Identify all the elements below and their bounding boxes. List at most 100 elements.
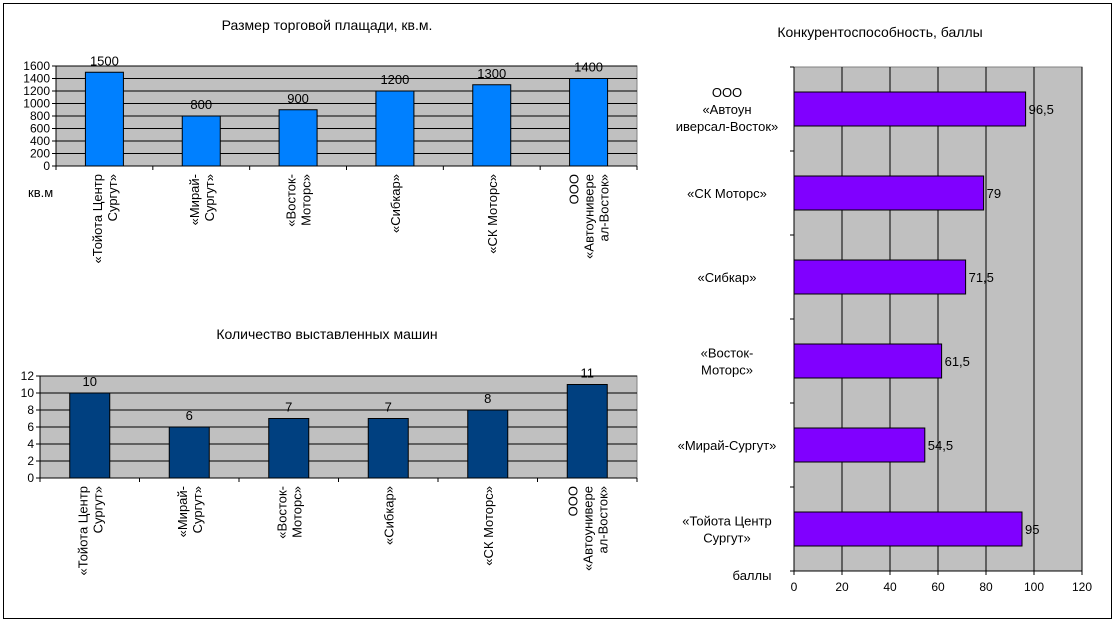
- chart2-category-label-line: ал-Восток»: [595, 486, 610, 554]
- chart2-title: Количество выставленных машин: [216, 326, 437, 342]
- chart1-category-label-line: ал-Восток»: [597, 174, 612, 242]
- chart2-data-label: 7: [285, 400, 292, 415]
- chart1-bar: [472, 84, 512, 167]
- chart2-category-label: «СК Моторс»: [481, 486, 496, 566]
- chart3-title: Конкурентоспособность, баллы: [777, 24, 982, 40]
- chart3-category-label: «СК Моторс»: [687, 186, 767, 201]
- chart2-category-label-line: «СК Моторс»: [481, 486, 496, 566]
- chart2-category-label-line: «Восток-: [274, 486, 289, 539]
- chart1-category-label-line: «Сибкар»: [388, 174, 403, 233]
- chart3-category-label-line: «Тойота Центр: [682, 514, 771, 529]
- chart3-data-label: 71,5: [969, 270, 994, 285]
- chart1-data-label: 1500: [90, 53, 119, 68]
- chart1-category-label: «Мирай-Сургут»: [187, 174, 217, 225]
- chart2-category-label-line: «Тойота Центр: [75, 486, 90, 575]
- chart3-category-label-line: иверсал-Восток»: [676, 119, 778, 134]
- chart2-category-label-line: ООО: [565, 486, 580, 516]
- chart3-category-label: ООО «Автоун иверсал-Восток»: [676, 85, 778, 134]
- chart1-y-tick-label: 1000: [23, 97, 50, 111]
- chart2-data-label: 6: [186, 408, 193, 423]
- chart1-category-label-line: Моторс»: [299, 174, 314, 226]
- chart1-bar: [569, 78, 609, 167]
- chart2-data-label: 11: [581, 366, 595, 381]
- chart1-category-label-line: «Тойота Центр: [90, 174, 105, 263]
- chart3-category-label-line: «Автоун: [702, 102, 751, 117]
- chart2-bar: [69, 392, 111, 479]
- chart3-category-label-line: «Мирай-Сургут»: [678, 438, 777, 453]
- chart2-category-label-line: Сургут»: [90, 486, 105, 533]
- chart3-x-tick-label: 20: [835, 580, 849, 594]
- chart2-data-label: 7: [385, 400, 392, 415]
- chart1-y-tick-label: 1400: [23, 72, 50, 86]
- chart2-category-label-line: Сургут»: [190, 486, 205, 533]
- chart1-category-label-line: ООО: [567, 174, 582, 204]
- chart2-category-label-line: Моторс»: [289, 486, 304, 538]
- chart1-y-tick-label: 200: [30, 147, 50, 161]
- chart1-y-tick-label: 1600: [23, 59, 50, 73]
- figure-border: [3, 3, 1112, 619]
- chart1-data-label: 1300: [477, 66, 506, 81]
- chart2-bar: [367, 418, 409, 479]
- chart2-y-tick-label: 12: [21, 369, 35, 383]
- chart3-bar: [793, 343, 943, 379]
- chart3-bar: [793, 91, 1027, 127]
- chart3-bar: [793, 259, 967, 295]
- chart3-bar: [793, 427, 926, 463]
- chart3-category-label-line: ООО: [712, 85, 742, 100]
- chart1-bar: [181, 115, 221, 167]
- chart2-data-label: 8: [484, 391, 491, 406]
- chart2-bar: [268, 418, 310, 479]
- chart1-bar: [375, 90, 415, 167]
- chart2-data-label: 10: [83, 374, 97, 389]
- chart2-y-tick-label: 0: [27, 471, 34, 485]
- chart1-category-label-line: Сургут»: [202, 174, 217, 221]
- chart3-data-label: 54,5: [928, 438, 953, 453]
- chart1-y-tick-label: 1200: [23, 84, 50, 98]
- chart3-x-tick-label: 40: [883, 580, 897, 594]
- chart1-category-label-line: «Мирай-: [187, 174, 202, 225]
- chart3-category-label: «Восток- Моторс»: [701, 346, 754, 378]
- chart1-y-tick-label: 600: [30, 122, 50, 136]
- chart3-category-label-line: «СК Моторс»: [687, 186, 767, 201]
- chart2-bar: [467, 409, 509, 479]
- chart3-data-label: 95: [1025, 522, 1039, 537]
- chart3-data-label: 79: [987, 186, 1001, 201]
- chart1-y-tick-label: 800: [30, 109, 50, 123]
- chart2-category-label-line: «Мирай-: [175, 486, 190, 537]
- chart3-x-tick-label: 60: [931, 580, 945, 594]
- chart3-category-label-line: Моторс»: [701, 363, 753, 378]
- chart1-category-label-line: «Восток-: [284, 174, 299, 227]
- chart1-category-label: «Восток-Моторс»: [284, 174, 314, 227]
- chart1-data-label: 1400: [574, 60, 603, 75]
- chart3-bar: [793, 511, 1023, 547]
- chart1-category-label: «Сибкар»: [388, 174, 403, 233]
- chart2-bar: [566, 384, 608, 479]
- chart2-y-tick-label: 8: [27, 403, 34, 417]
- chart1-category-label-line: «СК Моторс»: [485, 174, 500, 254]
- chart2-y-tick-label: 2: [27, 454, 34, 468]
- chart2-category-label: «Сибкар»: [381, 486, 396, 545]
- chart3-category-label-line: Сургут»: [703, 531, 750, 546]
- chart2-category-label: «Тойота ЦентрСургут»: [75, 486, 105, 575]
- chart1-data-label: 900: [287, 91, 309, 106]
- chart1-y-tick-label: 0: [43, 159, 50, 173]
- chart3-data-label: 96,5: [1029, 102, 1054, 117]
- chart2-y-tick-label: 10: [21, 386, 35, 400]
- chart1-category-label-line: «Автоунивере: [582, 174, 597, 259]
- chart3-category-label-line: «Восток-: [701, 346, 754, 361]
- chart2-y-tick-label: 6: [27, 420, 34, 434]
- chart2-category-label-line: «Сибкар»: [381, 486, 396, 545]
- chart1-category-label: «СК Моторс»: [485, 174, 500, 254]
- chart1-bar: [278, 109, 318, 167]
- chart3-data-label: 61,5: [945, 354, 970, 369]
- chart3-x-tick-label: 80: [979, 580, 993, 594]
- chart3-xlabel: баллы: [733, 568, 772, 583]
- chart1-title: Размер торговой плащади, кв.м.: [222, 17, 433, 33]
- chart2-category-label-line: «Автоунивере: [580, 486, 595, 571]
- chart2-y-tick-label: 4: [27, 437, 34, 451]
- chart3-bar: [793, 175, 985, 211]
- chart3-category-label-line: «Сибкар»: [698, 270, 757, 285]
- chart3-x-tick-label: 100: [1024, 580, 1044, 594]
